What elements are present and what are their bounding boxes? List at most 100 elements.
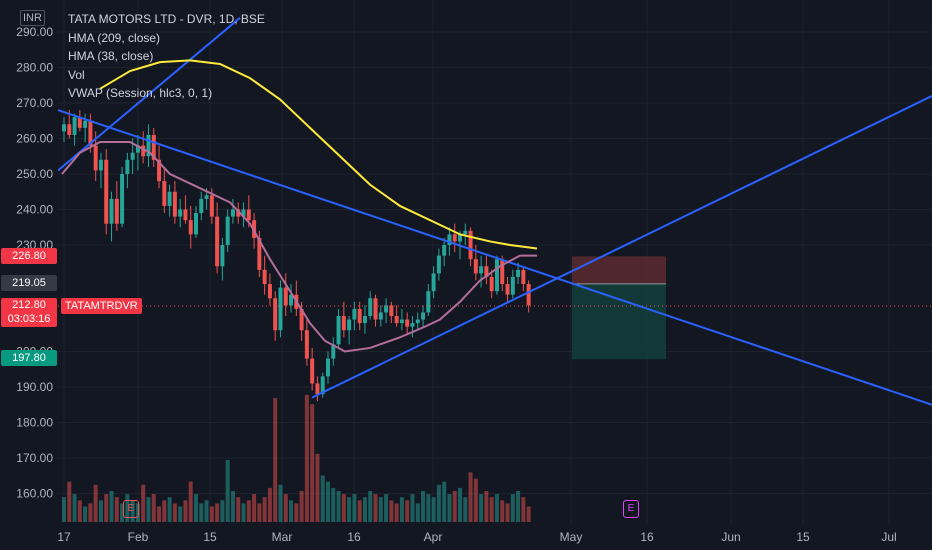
last-price-tag: 212.80 03:03:16 xyxy=(1,298,57,327)
candle-body xyxy=(331,344,336,359)
volume-bar xyxy=(241,503,246,522)
time-tick-label: May xyxy=(560,530,583,544)
symbol-title[interactable]: TATA MOTORS LTD - DVR, 1D, BSE xyxy=(68,12,265,26)
volume-bar xyxy=(273,398,278,522)
candle-body xyxy=(104,159,109,224)
candle-body xyxy=(88,120,93,146)
volume-bar xyxy=(320,475,325,522)
trendline-upper-steep xyxy=(57,17,241,172)
volume-bar xyxy=(236,497,241,522)
candle-body xyxy=(526,284,531,306)
volume-bar xyxy=(151,494,156,522)
candle-body xyxy=(431,273,436,292)
volume-bar xyxy=(72,494,77,522)
volume-bar xyxy=(326,481,330,522)
candle-body xyxy=(473,259,478,274)
candle-body xyxy=(273,298,278,331)
time-tick-label: Jun xyxy=(721,530,740,544)
volume-bar xyxy=(479,494,484,522)
time-tick-label: 16 xyxy=(347,530,361,544)
trendline-ascending xyxy=(311,95,932,399)
volume-bar xyxy=(473,478,478,522)
candle-body xyxy=(389,305,394,316)
candle-body xyxy=(151,134,156,160)
price-tick-label: 180.00 xyxy=(16,416,53,430)
candle-body xyxy=(468,230,473,260)
volume-bar xyxy=(167,497,172,522)
time-tick-label: Apr xyxy=(424,530,443,544)
chart-legend[interactable]: TATA MOTORS LTD - DVR, 1D, BSE HMA (209,… xyxy=(68,10,265,103)
volume-bar xyxy=(93,484,98,522)
indicator-hma209[interactable]: HMA (209, close) xyxy=(68,30,161,45)
candle-body xyxy=(405,319,410,327)
candle-body xyxy=(225,216,230,245)
earnings-event-icon[interactable]: E xyxy=(123,500,139,518)
candle-body xyxy=(114,198,119,224)
candles xyxy=(62,110,531,402)
candle-body xyxy=(299,308,304,331)
time-tick-label: Jul xyxy=(881,530,896,544)
price-tick-label: 270.00 xyxy=(16,96,53,110)
volume-bar xyxy=(310,404,315,522)
volume-bar xyxy=(458,487,462,522)
price-tick-label: 240.00 xyxy=(16,203,53,217)
candle-body xyxy=(257,237,262,270)
volume-bar xyxy=(331,487,336,522)
volume-bar xyxy=(368,491,373,522)
time-axis[interactable]: 17 Feb 15 Mar 16 Apr May 16 Jun 15 Jul xyxy=(0,523,932,550)
volume-bar xyxy=(141,484,146,522)
indicator-vwap[interactable]: VWAP (Session, hlc3, 0, 1) xyxy=(68,86,213,100)
volume-bar xyxy=(199,503,204,522)
indicator-hma38[interactable]: HMA (38, close) xyxy=(68,49,154,63)
price-tick-label: 290.00 xyxy=(16,25,53,39)
profit-target-zone xyxy=(572,283,666,360)
candle-body xyxy=(125,159,130,174)
candle-body xyxy=(447,234,452,245)
time-tick-label: 16 xyxy=(640,530,654,544)
candle-body xyxy=(289,294,294,306)
target-price-tag: 197.80 xyxy=(1,350,57,366)
candle-body xyxy=(341,316,346,331)
volume-bar xyxy=(130,500,135,522)
candle-body xyxy=(135,145,140,153)
currency-unit-label: INR xyxy=(20,10,45,26)
candle-body xyxy=(347,319,352,331)
stop-price-tag: 226.80 xyxy=(1,248,57,264)
hma-209-line xyxy=(99,59,538,250)
candle-body xyxy=(93,145,98,171)
candle-body xyxy=(436,255,441,274)
candle-body xyxy=(410,323,415,327)
volume-bar xyxy=(194,494,198,522)
stop-loss-zone xyxy=(572,256,666,284)
volume-bar xyxy=(114,497,119,522)
candle-body xyxy=(484,266,489,277)
candle-body xyxy=(489,276,494,292)
candle-body xyxy=(220,245,225,267)
volume-bar xyxy=(262,497,267,522)
upcoming-earnings-icon[interactable]: E xyxy=(623,500,639,518)
candle-body xyxy=(172,191,177,217)
volume-bar xyxy=(162,500,167,522)
candle-body xyxy=(241,209,246,217)
candle-body xyxy=(415,319,420,324)
candle-body xyxy=(67,124,72,135)
position-zones[interactable] xyxy=(572,256,666,360)
volume-bar xyxy=(436,484,441,522)
volume-bar xyxy=(109,491,114,522)
volume-bar xyxy=(362,497,367,522)
volume-bar xyxy=(294,503,299,522)
indicator-vol[interactable]: Vol xyxy=(68,67,85,82)
volume-bar xyxy=(215,503,220,522)
volume-bar xyxy=(246,500,251,522)
candle-body xyxy=(262,269,267,285)
volume-bar xyxy=(299,491,304,522)
volume-bar xyxy=(77,500,82,522)
candle-body xyxy=(209,195,214,217)
candle-body xyxy=(463,230,468,235)
candle-body xyxy=(230,209,235,217)
volume-bar xyxy=(178,506,183,522)
volume-bar xyxy=(88,503,93,522)
candle-body xyxy=(146,134,151,157)
volume-bar xyxy=(468,472,473,522)
